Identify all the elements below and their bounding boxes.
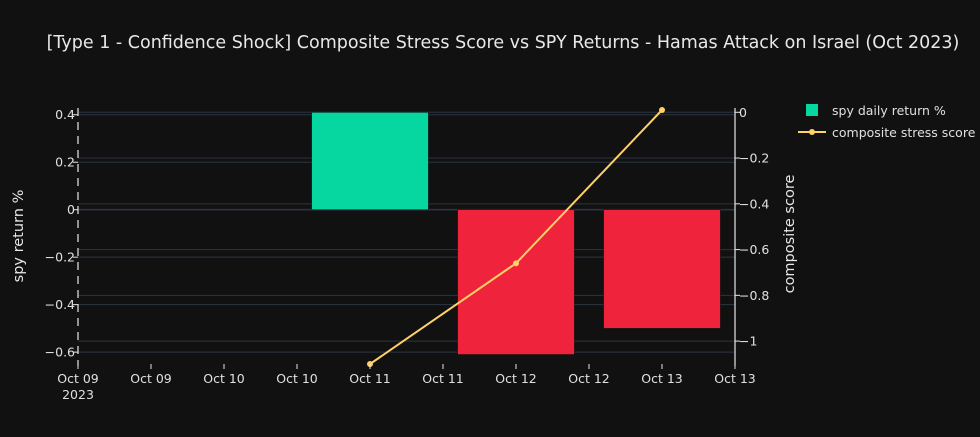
line-marker-2 bbox=[659, 107, 665, 113]
legend-label-bars: spy daily return % bbox=[832, 103, 946, 118]
y-tick-label-1: 0.2 bbox=[55, 155, 75, 170]
legend-label-line: composite stress score bbox=[832, 125, 976, 140]
axes: 0.4 0.2 0 −0.2 −0.4 −0.6 0 −0.2 −0.4 −0.6 −0.8 −1 Oc… bbox=[45, 105, 770, 402]
x-tick-label-0: Oct 09 bbox=[57, 371, 99, 386]
x-tick-label-2: Oct 10 bbox=[203, 371, 245, 386]
legend-swatch-bars bbox=[806, 104, 818, 116]
y2-tick-label-5: −1 bbox=[739, 334, 757, 349]
line-series bbox=[367, 107, 665, 367]
y-tick-label-3: −0.2 bbox=[45, 250, 75, 265]
bar-0 bbox=[311, 112, 429, 210]
y2-tick-label-3: −0.6 bbox=[739, 242, 769, 257]
y2-tick-label-4: −0.8 bbox=[739, 288, 769, 303]
x-tick-sublabel: 2023 bbox=[62, 387, 94, 402]
x-tick-label-3: Oct 10 bbox=[276, 371, 318, 386]
y-axis-title: spy return % bbox=[11, 190, 27, 283]
bar-1 bbox=[457, 209, 575, 355]
line-marker-1 bbox=[513, 260, 519, 267]
x-tick-label-1: Oct 09 bbox=[130, 371, 172, 386]
x-tick-label-7: Oct 12 bbox=[568, 371, 610, 386]
x-tick-label-9: Oct 13 bbox=[714, 371, 756, 386]
chart-title: [Type 1 - Confidence Shock] Composite St… bbox=[47, 33, 960, 53]
bar-series bbox=[311, 112, 721, 355]
y-tick-label-2: 0 bbox=[67, 202, 75, 217]
x-tick-label-4: Oct 11 bbox=[349, 371, 391, 386]
y2-tick-label-2: −0.4 bbox=[739, 196, 769, 211]
legend-swatch-marker bbox=[809, 129, 815, 135]
y-tick-label-5: −0.6 bbox=[45, 345, 75, 360]
y2-tick-label-1: −0.2 bbox=[739, 151, 769, 166]
x-tick-label-8: Oct 13 bbox=[641, 371, 683, 386]
y-tick-label-0: 0.4 bbox=[55, 107, 75, 122]
y2-axis-title: composite score bbox=[782, 175, 798, 294]
legend[interactable]: spy daily return % composite stress scor… bbox=[798, 103, 976, 140]
x-tick-label-6: Oct 12 bbox=[495, 371, 537, 386]
bar-2 bbox=[603, 209, 721, 329]
x-tick-label-5: Oct 11 bbox=[422, 371, 464, 386]
y2-tick-label-0: 0 bbox=[739, 105, 747, 120]
y-tick-label-4: −0.4 bbox=[45, 297, 75, 312]
